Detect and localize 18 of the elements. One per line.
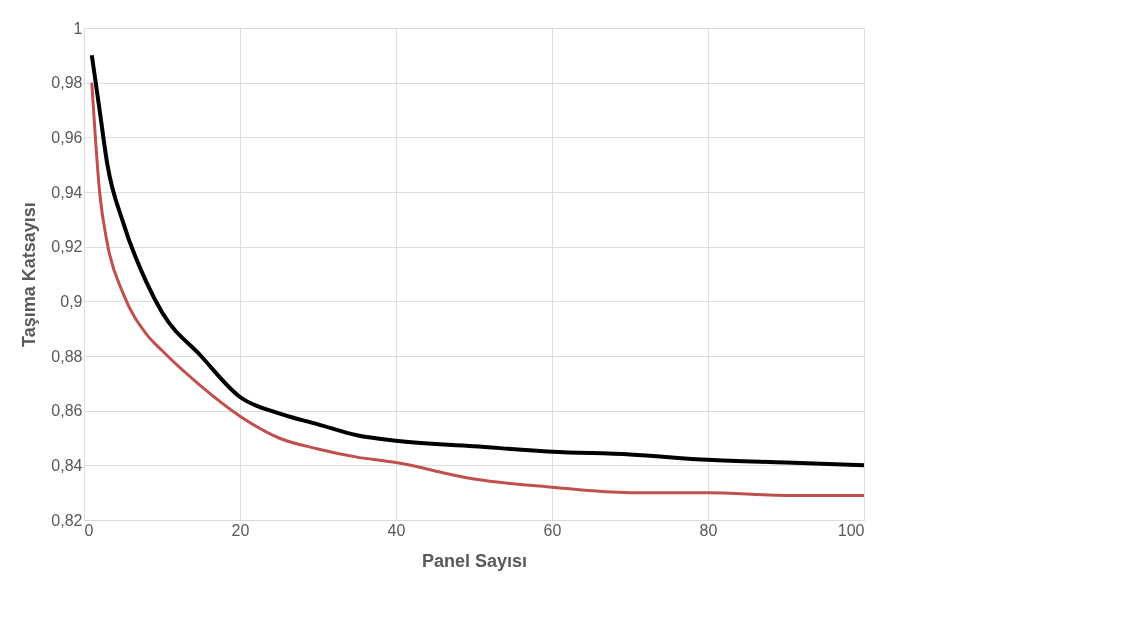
x-tick-label: 80 <box>699 521 718 539</box>
y-axis-title: Taşıma Katsayısı <box>19 202 40 347</box>
y-tick-label: 0,92 <box>51 238 83 256</box>
x-tick-label: 40 <box>387 521 406 539</box>
y-tick-label: 0,86 <box>51 402 83 420</box>
x-axis-title: Panel Sayısı <box>421 550 528 571</box>
y-tick-label: 0,82 <box>51 511 83 529</box>
y-tick-label: 0,88 <box>51 347 83 365</box>
y-tick-label: 0,94 <box>51 183 83 201</box>
y-tick-label: 0,98 <box>51 74 83 92</box>
y-tick-label: 0,84 <box>51 456 83 474</box>
y-tick-label: 1 <box>73 19 83 37</box>
y-tick-label: 0,96 <box>51 128 83 146</box>
x-tick-label: 0 <box>84 521 94 539</box>
y-tick-label: 0,9 <box>60 292 83 310</box>
x-tick-label: 100 <box>837 521 865 539</box>
x-tick-label: 20 <box>231 521 250 539</box>
x-tick-label: 60 <box>543 521 562 539</box>
